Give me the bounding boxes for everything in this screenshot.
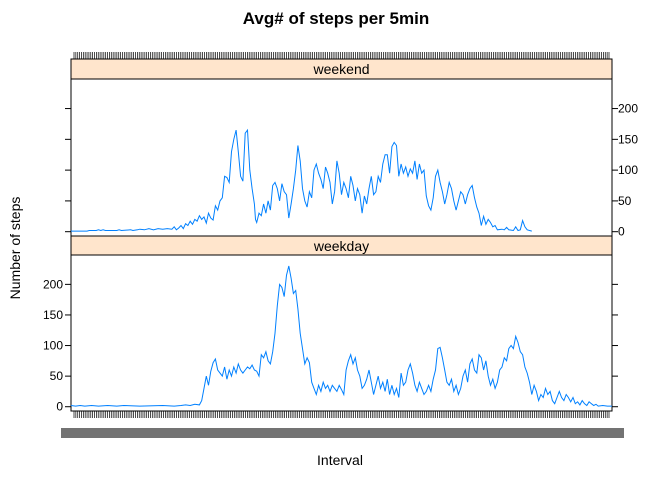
strip-label-weekend: weekend	[312, 61, 369, 77]
x-axis-label: Interval	[317, 452, 363, 468]
x-ticks-bottom	[61, 411, 624, 438]
ytick-label-weekday-0: 0	[56, 400, 63, 414]
y-axis-label: Number of steps	[7, 197, 23, 300]
x-tick-labels-overlap	[61, 428, 624, 438]
plot-area-weekend	[70, 78, 613, 237]
ytick-label-weekend-100: 100	[618, 163, 638, 177]
series-line-weekday	[70, 265, 612, 407]
chart-title: Avg# of steps per 5min	[243, 9, 429, 28]
y-ticks-weekend: 0 50 100 150 200	[65, 102, 638, 239]
strip-label-weekday: weekday	[313, 238, 369, 254]
ytick-label-weekday-200: 200	[43, 277, 63, 291]
ytick-label-weekend-50: 50	[618, 194, 632, 208]
ytick-label-weekend-150: 150	[618, 132, 638, 146]
y-ticks-weekday: 0 50 100 150 200	[43, 277, 618, 414]
ytick-label-weekend-0: 0	[618, 225, 625, 239]
ytick-label-weekday-150: 150	[43, 308, 63, 322]
panel-weekend: weekend 0 50 100 150 200	[65, 58, 638, 239]
plot-area-weekday	[70, 254, 613, 412]
ytick-label-weekday-50: 50	[50, 369, 64, 383]
x-ticks-top	[73, 52, 610, 59]
series-line-weekend	[71, 128, 532, 232]
panel-weekday: weekday 0 50 100 150 200	[43, 235, 618, 414]
ytick-label-weekday-100: 100	[43, 339, 63, 353]
ytick-label-weekend-200: 200	[618, 102, 638, 116]
